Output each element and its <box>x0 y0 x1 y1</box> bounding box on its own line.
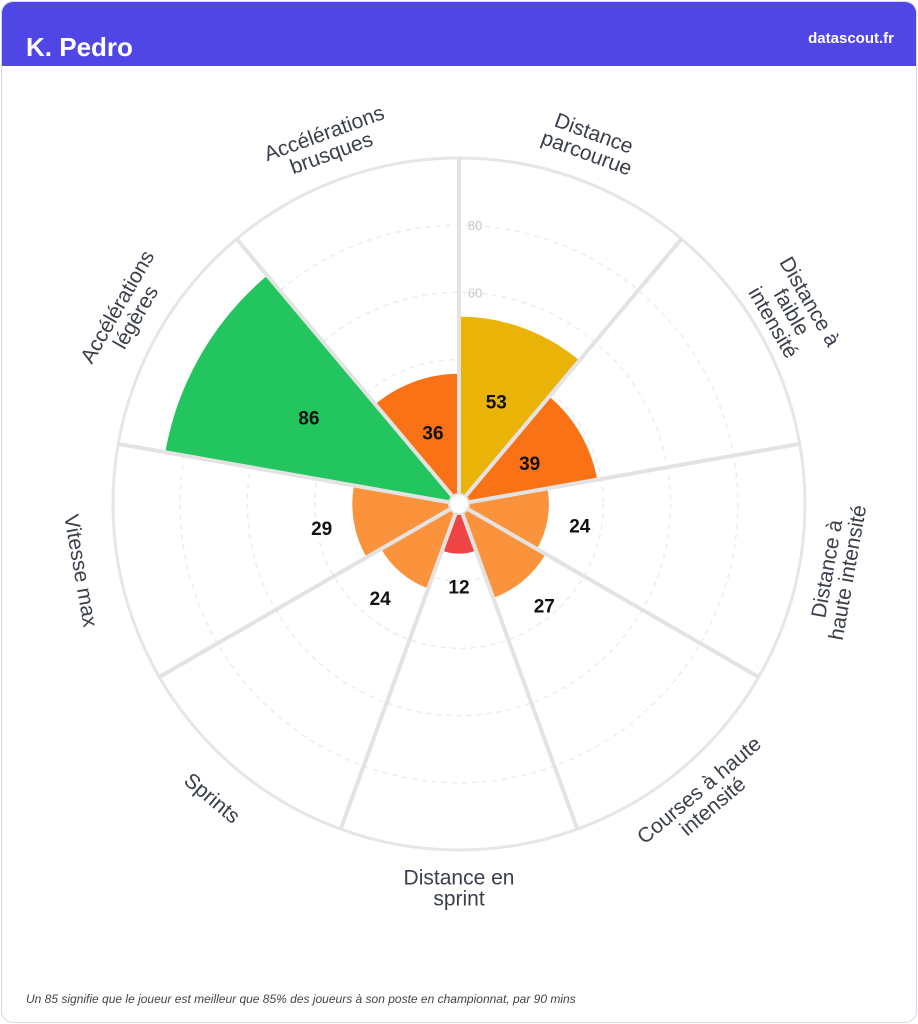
player-name: K. Pedro <box>26 32 133 62</box>
sector-divider <box>117 441 450 505</box>
value-label: 24 <box>370 589 392 610</box>
sector-divider <box>158 507 452 679</box>
tick-label: 60 <box>468 285 482 300</box>
value-label: 24 <box>569 516 591 537</box>
center-hole <box>448 493 470 515</box>
sector-divider <box>463 237 683 498</box>
value-label: 39 <box>519 454 540 475</box>
value-label: 53 <box>486 392 507 413</box>
value-label: 27 <box>534 597 555 618</box>
value-label: 36 <box>422 424 443 445</box>
category-label-line: Distance en <box>404 867 515 890</box>
category-label: Sprints <box>179 769 244 829</box>
category-label-line: Sprints <box>179 769 244 829</box>
sector-divider <box>460 512 580 830</box>
header-bar: K. Pedro datascout.fr <box>2 2 916 66</box>
sector-divider <box>466 507 760 679</box>
sector-divider <box>338 512 458 830</box>
category-label: Vitesse max <box>59 513 102 630</box>
value-label: 12 <box>448 577 469 598</box>
sector-divider <box>468 441 801 505</box>
value-label: 86 <box>298 408 319 429</box>
brand-logo-text[interactable]: datascout.fr <box>808 30 894 47</box>
category-label-line: Vitesse max <box>59 513 102 630</box>
grid-ring <box>246 291 672 717</box>
footnote: Un 85 signifie que le joueur est meilleu… <box>26 992 576 1006</box>
tick-label: 80 <box>468 218 482 233</box>
category-label-line: sprint <box>433 888 485 911</box>
value-label: 29 <box>311 519 332 540</box>
sector-divider <box>235 237 455 498</box>
